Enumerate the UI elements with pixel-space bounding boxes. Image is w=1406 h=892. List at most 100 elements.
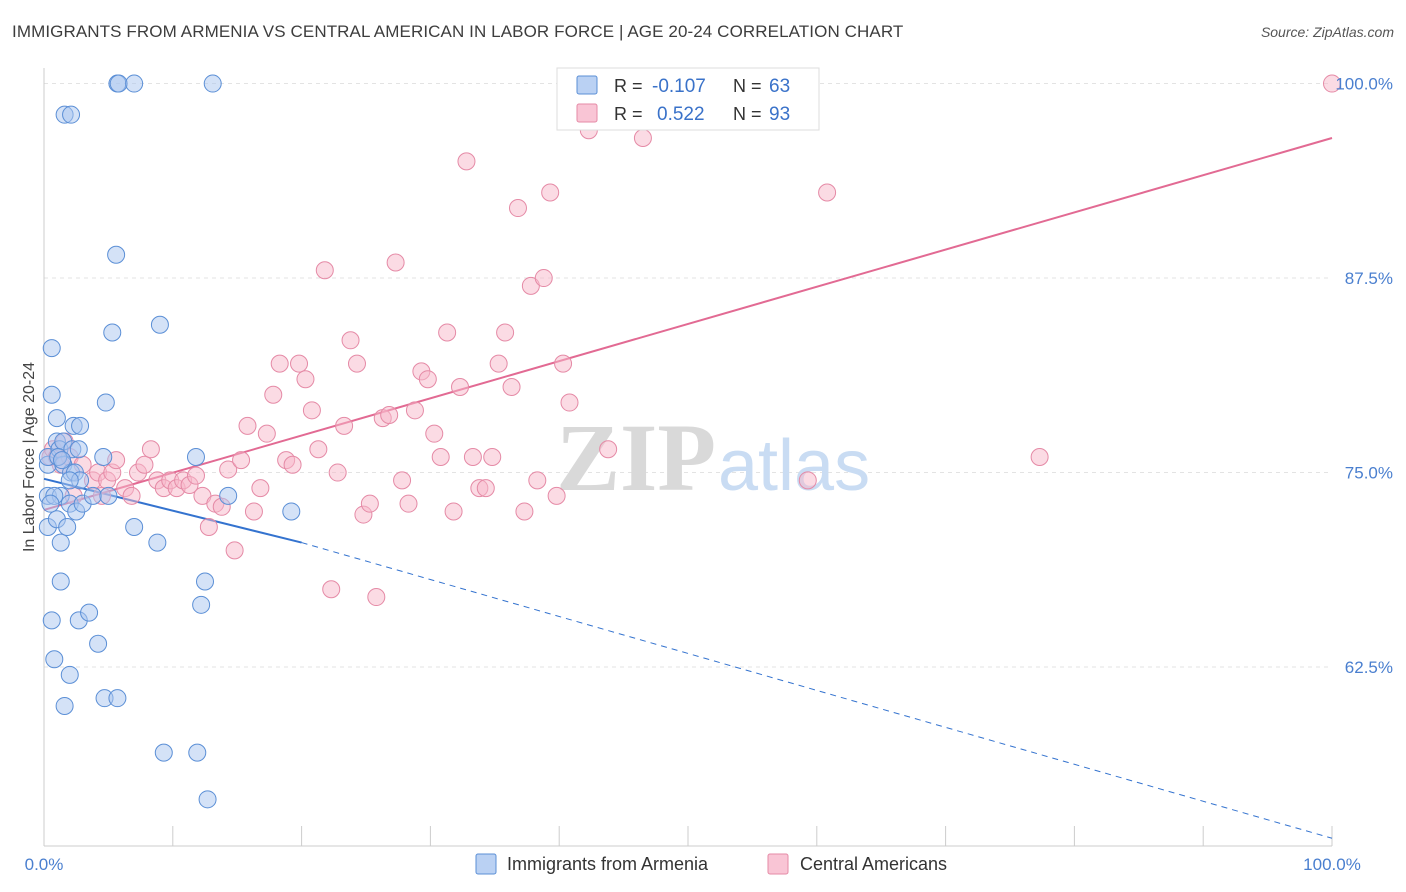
- armenia-point: [96, 393, 115, 412]
- armenia-point: [89, 634, 108, 653]
- armenia-point: [51, 533, 70, 552]
- armenia-point: [108, 689, 127, 708]
- central-americans-point: [322, 580, 341, 599]
- central-americans-point: [141, 440, 160, 459]
- central-trend-line: [43, 137, 1333, 511]
- armenia-point: [150, 315, 169, 334]
- armenia-point: [60, 665, 79, 684]
- legend-n-label-armenia: N =: [733, 76, 762, 96]
- central-americans-point: [270, 354, 289, 373]
- central-americans-point: [302, 401, 321, 420]
- y-tick-label: 100.0%: [1335, 75, 1393, 94]
- armenia-point: [83, 486, 102, 505]
- central-americans-point: [633, 129, 652, 148]
- grid-lines: [44, 83, 1332, 668]
- bottom-legend: Immigrants from Armenia Central American…: [475, 853, 947, 875]
- armenia-point: [42, 339, 61, 358]
- central-americans-point: [290, 354, 309, 373]
- armenia-point: [148, 533, 167, 552]
- central-americans-point: [186, 466, 205, 485]
- central-americans-point: [360, 494, 379, 513]
- chart-title: IMMIGRANTS FROM ARMENIA VS CENTRAL AMERI…: [12, 22, 904, 41]
- central-americans-point: [135, 455, 154, 474]
- armenia-trend-extension: [301, 542, 1333, 839]
- armenia-points: [38, 74, 301, 809]
- bottom-legend-swatch-central: [767, 853, 789, 875]
- central-americans-point: [418, 370, 437, 389]
- legend-r-value-central: 0.522: [657, 104, 705, 125]
- central-americans-point: [219, 460, 238, 479]
- watermark-atlas: atlas: [718, 426, 870, 506]
- armenia-point: [69, 440, 88, 459]
- central-americans-point: [225, 541, 244, 560]
- bottom-legend-label-armenia: Immigrants from Armenia: [507, 854, 709, 874]
- central-americans-point: [451, 377, 470, 396]
- central-americans-point: [528, 471, 547, 490]
- central-americans-point: [483, 448, 502, 466]
- y-tick-label: 87.5%: [1345, 269, 1393, 288]
- armenia-point: [188, 743, 207, 762]
- armenia-point: [58, 518, 77, 537]
- central-americans-point: [496, 323, 515, 342]
- central-americans-point: [309, 440, 328, 459]
- armenia-point: [282, 502, 301, 521]
- armenia-point: [219, 486, 238, 505]
- central-americans-point: [425, 424, 444, 443]
- armenia-point: [60, 471, 79, 490]
- central-americans-point: [818, 183, 837, 202]
- armenia-point: [71, 416, 90, 435]
- central-americans-point: [599, 440, 618, 459]
- x-tick-label-min: 0.0%: [25, 855, 64, 874]
- x-tick-label-max: 100.0%: [1303, 855, 1361, 874]
- y-tick-labels: 62.5% 75.0% 87.5% 100.0%: [1335, 75, 1393, 678]
- legend-swatch-central: [576, 103, 598, 123]
- central-americans-point: [328, 463, 347, 482]
- central-americans-point: [798, 471, 817, 490]
- legend-n-label-central: N =: [733, 104, 762, 124]
- armenia-point: [51, 572, 70, 591]
- central-americans-point: [554, 354, 573, 373]
- armenia-point: [99, 486, 118, 505]
- central-americans-point: [380, 405, 399, 424]
- central-americans-point: [315, 261, 334, 280]
- central-americans-point: [476, 479, 495, 498]
- central-americans-point: [122, 486, 141, 505]
- armenia-point: [94, 448, 113, 466]
- armenia-point: [203, 74, 222, 93]
- armenia-point: [125, 518, 144, 537]
- armenia-point: [47, 409, 66, 428]
- bottom-legend-label-central: Central Americans: [800, 854, 947, 874]
- armenia-point: [154, 743, 173, 762]
- central-americans-point: [232, 451, 251, 470]
- central-americans-point: [386, 253, 405, 272]
- central-americans-point: [335, 416, 354, 435]
- armenia-point: [198, 790, 217, 809]
- central-americans-point: [508, 199, 527, 218]
- central-americans-point: [238, 416, 257, 435]
- central-americans-point: [463, 448, 482, 466]
- central-americans-point: [534, 269, 553, 288]
- central-americans-point: [1030, 448, 1049, 466]
- legend-r-label-armenia: R =: [614, 76, 643, 96]
- legend-n-value-central: 93: [769, 104, 790, 125]
- y-tick-label: 62.5%: [1345, 658, 1393, 677]
- central-americans-point: [560, 393, 579, 412]
- central-americans-point: [257, 424, 276, 443]
- central-americans-point: [341, 331, 360, 350]
- watermark-zip: ZIP: [556, 404, 716, 511]
- central-americans-point: [489, 354, 508, 373]
- central-americans-point: [547, 486, 566, 505]
- armenia-point: [103, 323, 122, 342]
- legend-r-label-central: R =: [614, 104, 643, 124]
- central-americans-point: [367, 588, 386, 607]
- watermark: ZIP atlas: [556, 404, 870, 511]
- bottom-legend-swatch-armenia: [475, 853, 497, 875]
- legend-swatch-armenia: [576, 75, 598, 95]
- legend-r-value-armenia: -0.107: [652, 76, 706, 97]
- central-americans-point: [444, 502, 463, 521]
- top-legend: R = -0.107 N = 63 R = 0.522 N = 93: [556, 67, 820, 131]
- central-americans-point: [244, 502, 263, 521]
- armenia-point: [55, 696, 74, 715]
- central-americans-point: [283, 455, 302, 474]
